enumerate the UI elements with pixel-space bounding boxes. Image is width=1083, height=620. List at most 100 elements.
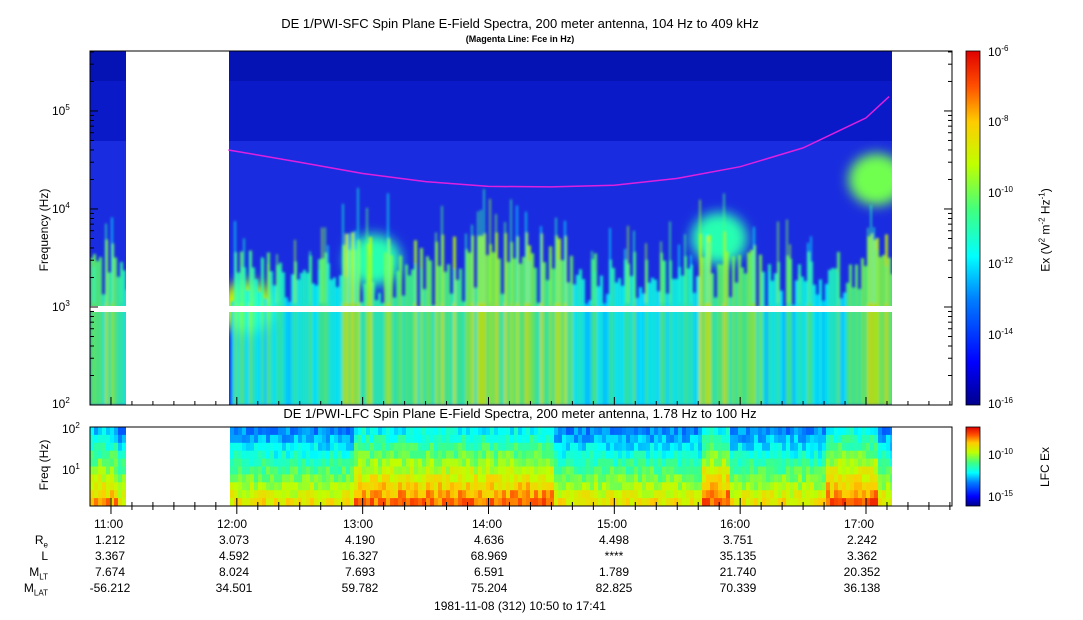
lfc-cell bbox=[298, 450, 303, 460]
lfc-cell bbox=[530, 434, 535, 444]
lfc-cell bbox=[402, 434, 407, 444]
sfc-ytick: 102 bbox=[52, 396, 70, 411]
lfc-cell bbox=[322, 450, 327, 460]
lfc-cell bbox=[382, 458, 387, 467]
spectral-column bbox=[531, 253, 534, 405]
lfc-cell bbox=[634, 427, 639, 436]
lfc-cell bbox=[350, 450, 355, 460]
lfc-cell bbox=[506, 490, 511, 499]
lfc-cell bbox=[366, 474, 371, 483]
spectral-streak bbox=[294, 239, 296, 303]
lfc-cell bbox=[350, 442, 355, 452]
spectral-streak bbox=[309, 251, 311, 303]
spectral-column bbox=[360, 302, 363, 405]
lfc-cell bbox=[246, 450, 251, 460]
lfc-y-axis-label: Freq (Hz) bbox=[37, 439, 51, 491]
lfc-cell bbox=[606, 442, 611, 452]
lfc-cell bbox=[586, 427, 591, 436]
lfc-cell bbox=[350, 466, 355, 475]
lfc-cell bbox=[730, 427, 735, 436]
lfc-cell bbox=[318, 490, 323, 499]
lfc-cell bbox=[630, 458, 635, 467]
lfc-cell bbox=[358, 474, 363, 483]
lfc-cell bbox=[686, 442, 691, 452]
lfc-cell bbox=[534, 458, 539, 467]
lfc-cell bbox=[846, 466, 851, 475]
lfc-cell bbox=[438, 474, 443, 483]
spectral-streak bbox=[750, 255, 752, 303]
lfc-cell bbox=[794, 450, 799, 460]
lfc-cell bbox=[570, 458, 575, 467]
lfc-cell bbox=[342, 482, 347, 491]
lfc-colorbar-tick: 10-10 bbox=[988, 447, 1013, 462]
lfc-cell bbox=[590, 474, 595, 483]
spectral-column bbox=[645, 259, 648, 405]
lfc-cell bbox=[354, 474, 359, 483]
lfc-cell bbox=[470, 498, 475, 506]
spectral-column bbox=[783, 306, 786, 405]
lfc-frame bbox=[89, 426, 953, 507]
lfc-cell bbox=[806, 482, 811, 491]
spectral-column bbox=[846, 282, 849, 405]
spectral-streak bbox=[684, 234, 686, 303]
lfc-cell bbox=[526, 490, 531, 499]
lfc-cell bbox=[822, 427, 827, 436]
ephemeris-value: 4.636 bbox=[473, 533, 505, 547]
lfc-cell bbox=[118, 434, 123, 444]
lfc-cell bbox=[470, 442, 475, 452]
lfc-cell bbox=[718, 482, 723, 491]
lfc-cell bbox=[294, 490, 299, 499]
spectral-column bbox=[450, 293, 453, 405]
lfc-cell bbox=[242, 434, 247, 444]
lfc-cell bbox=[670, 427, 675, 436]
lfc-cell bbox=[270, 482, 275, 491]
spectral-column bbox=[708, 235, 711, 405]
lfc-cell bbox=[534, 466, 539, 475]
lfc-cell bbox=[346, 498, 351, 506]
lfc-cell bbox=[686, 466, 691, 475]
lfc-cell bbox=[754, 482, 759, 491]
lfc-cell bbox=[442, 442, 447, 452]
lfc-cell bbox=[822, 434, 827, 444]
lfc-cell bbox=[474, 466, 479, 475]
lfc-cell bbox=[562, 434, 567, 444]
lfc-cell bbox=[378, 498, 383, 506]
lfc-cell bbox=[574, 442, 579, 452]
lfc-cell bbox=[610, 498, 615, 506]
spectral-column bbox=[867, 236, 870, 405]
lfc-cell bbox=[270, 490, 275, 499]
lfc-cell bbox=[274, 450, 279, 460]
lfc-cell bbox=[590, 427, 595, 436]
lfc-cell bbox=[314, 427, 319, 436]
lfc-cell bbox=[690, 458, 695, 467]
lfc-cell bbox=[818, 427, 823, 436]
lfc-cell bbox=[590, 466, 595, 475]
lfc-cell bbox=[638, 434, 643, 444]
lfc-cell bbox=[594, 466, 599, 475]
lfc-cell bbox=[774, 427, 779, 436]
lfc-cell bbox=[830, 490, 835, 499]
lfc-cell bbox=[402, 427, 407, 436]
lfc-cell bbox=[790, 450, 795, 460]
spectral-column bbox=[816, 294, 819, 405]
lfc-cell bbox=[574, 434, 579, 444]
lfc-cell bbox=[686, 450, 691, 460]
ephemeris-value: **** bbox=[604, 549, 624, 563]
lfc-cell bbox=[634, 458, 639, 467]
spectral-streak bbox=[609, 227, 611, 303]
lfc-cell bbox=[474, 427, 479, 436]
lfc-cell bbox=[250, 474, 255, 483]
spectral-column bbox=[411, 269, 414, 405]
spectral-streak bbox=[276, 254, 278, 303]
lfc-cell bbox=[682, 498, 687, 506]
lfc-cell bbox=[362, 427, 367, 436]
lfc-cell bbox=[862, 442, 867, 452]
lfc-cell bbox=[754, 474, 759, 483]
lfc-cell bbox=[378, 482, 383, 491]
lfc-cell bbox=[758, 490, 763, 499]
lfc-cell bbox=[818, 482, 823, 491]
lfc-cell bbox=[658, 482, 663, 491]
lfc-cell bbox=[550, 482, 555, 491]
spectral-streak bbox=[564, 220, 566, 303]
lfc-cell bbox=[730, 434, 735, 444]
